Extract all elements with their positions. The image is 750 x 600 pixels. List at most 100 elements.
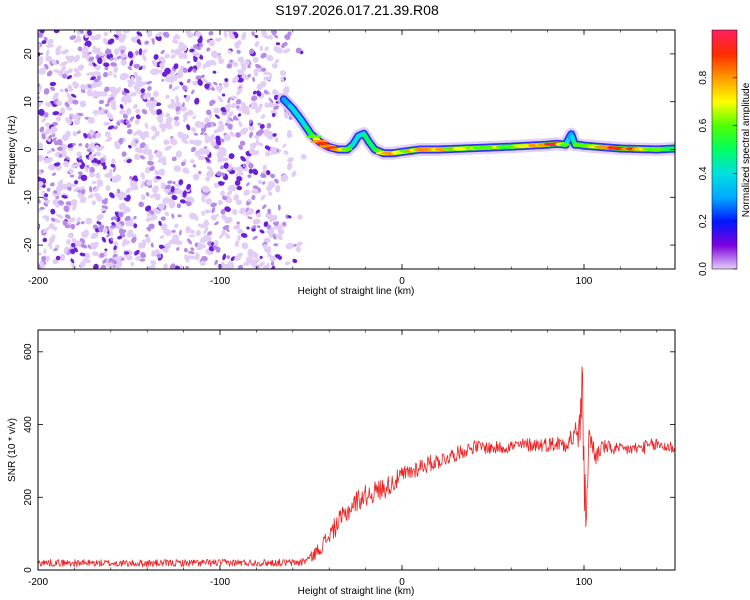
noise-speckle-region xyxy=(38,30,307,269)
noise-speckle-dot xyxy=(236,87,243,96)
noise-speckle-dot xyxy=(226,63,233,69)
noise-speckle-dot xyxy=(163,263,168,269)
noise-speckle-dot xyxy=(202,63,207,70)
noise-speckle-dot xyxy=(91,162,99,167)
noise-speckle-dot xyxy=(87,117,96,124)
noise-speckle-dot xyxy=(72,131,78,137)
noise-speckle-dot xyxy=(39,206,45,210)
noise-speckle-dot xyxy=(173,165,182,172)
noise-speckle-dot xyxy=(149,165,155,172)
noise-speckle-dot xyxy=(146,227,152,232)
noise-speckle-dot xyxy=(38,181,44,187)
noise-speckle-dot xyxy=(194,120,202,128)
noise-speckle-dot xyxy=(233,194,239,201)
noise-speckle-dot xyxy=(147,160,154,166)
noise-speckle-dot xyxy=(104,110,108,114)
noise-speckle-dot xyxy=(262,204,267,210)
noise-speckle-dot xyxy=(220,157,229,162)
noise-speckle-dot xyxy=(129,218,134,223)
noise-speckle-dot xyxy=(137,147,143,154)
noise-speckle-dot xyxy=(273,106,276,110)
noise-speckle-dot xyxy=(55,184,64,193)
noise-speckle-dot xyxy=(70,199,78,206)
noise-speckle-dot xyxy=(45,215,50,222)
noise-speckle-dot xyxy=(270,261,275,266)
noise-speckle-dot xyxy=(158,220,162,227)
noise-speckle-dot xyxy=(110,62,117,67)
noise-speckle-dot xyxy=(238,121,243,128)
noise-speckle-dot xyxy=(92,251,99,257)
signal-hotspot xyxy=(340,147,353,152)
noise-speckle-dot xyxy=(267,208,272,215)
snr-y-tick-label: 600 xyxy=(23,343,34,360)
noise-speckle-dot xyxy=(220,165,225,170)
noise-speckle-dot xyxy=(62,147,67,157)
noise-speckle-dot xyxy=(238,165,244,172)
noise-speckle-dot xyxy=(113,66,119,73)
noise-speckle-dot xyxy=(116,55,122,60)
noise-speckle-dot xyxy=(65,55,73,62)
noise-speckle-dot xyxy=(72,142,76,146)
noise-speckle-dot xyxy=(52,198,58,206)
noise-speckle-dot xyxy=(92,45,97,51)
noise-speckle-dot xyxy=(134,249,140,256)
noise-speckle-dot xyxy=(88,186,93,193)
noise-speckle-dot xyxy=(204,134,210,139)
noise-speckle-dot xyxy=(85,143,89,149)
noise-speckle-dot xyxy=(67,233,73,239)
noise-speckle-dot xyxy=(124,215,131,223)
noise-speckle-dot xyxy=(210,141,217,147)
noise-speckle-dot xyxy=(58,112,63,117)
noise-speckle-dot xyxy=(94,144,100,150)
noise-speckle-dot xyxy=(80,243,88,249)
noise-speckle-dot xyxy=(50,86,56,92)
noise-speckle-dot xyxy=(38,51,41,58)
noise-speckle-dot xyxy=(62,220,68,226)
noise-speckle-dot xyxy=(185,95,191,102)
noise-speckle-dot xyxy=(191,89,195,95)
noise-speckle-dot xyxy=(280,174,289,182)
noise-speckle-dot xyxy=(76,217,81,223)
noise-speckle-dot xyxy=(211,86,215,91)
noise-speckle-dot xyxy=(70,164,78,168)
noise-speckle-dot xyxy=(66,239,71,245)
noise-speckle-dot xyxy=(232,209,238,216)
noise-speckle-dot xyxy=(154,130,160,137)
noise-speckle-dot xyxy=(140,172,145,180)
noise-speckle-dot xyxy=(200,74,205,79)
noise-speckle-dot xyxy=(257,179,263,185)
noise-speckle-dot xyxy=(38,108,45,116)
noise-speckle-dot xyxy=(103,121,111,126)
noise-speckle-dot xyxy=(213,81,218,86)
noise-speckle-dot xyxy=(147,148,153,156)
noise-speckle-dot xyxy=(161,78,165,82)
noise-speckle-dot xyxy=(43,36,48,41)
noise-speckle-dot xyxy=(116,121,121,126)
noise-speckle-dot xyxy=(264,150,271,157)
noise-speckle-dot xyxy=(226,255,230,259)
noise-speckle-dot xyxy=(151,250,156,257)
colorbar-gradient xyxy=(711,29,738,270)
noise-speckle-dot xyxy=(89,172,96,178)
noise-speckle-dot xyxy=(61,49,69,55)
signal-hotspot xyxy=(312,137,321,141)
noise-speckle-dot xyxy=(185,226,191,234)
noise-speckle-dot xyxy=(98,227,104,233)
noise-speckle-dot xyxy=(222,253,227,261)
noise-speckle-dot xyxy=(252,168,259,175)
noise-speckle-dot xyxy=(189,48,195,53)
noise-speckle-dot xyxy=(225,119,231,124)
noise-speckle-dot xyxy=(180,161,186,167)
noise-speckle-dot xyxy=(118,137,124,144)
noise-speckle-dot xyxy=(181,137,189,144)
noise-speckle-dot xyxy=(199,35,203,41)
noise-speckle-dot xyxy=(155,176,162,180)
noise-speckle-dot xyxy=(152,208,161,215)
noise-speckle-dot xyxy=(285,242,294,250)
noise-speckle-dot xyxy=(197,170,202,175)
noise-speckle-dot xyxy=(71,242,76,248)
noise-speckle-dot xyxy=(38,67,47,75)
noise-speckle-dot xyxy=(133,63,141,69)
noise-speckle-dot xyxy=(105,185,111,191)
noise-speckle-dot xyxy=(178,43,184,49)
